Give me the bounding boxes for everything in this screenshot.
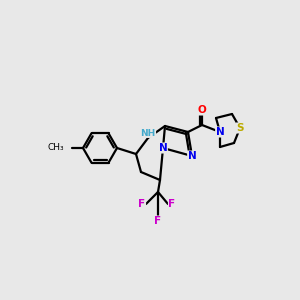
Text: S: S [236,123,244,133]
Text: F: F [154,216,162,226]
Text: NH: NH [140,128,156,137]
Text: N: N [188,151,196,161]
Text: O: O [198,105,206,115]
Text: F: F [138,199,146,209]
Text: N: N [216,127,224,137]
Text: F: F [168,199,175,209]
Text: CH₃: CH₃ [47,143,64,152]
Text: N: N [159,143,167,153]
